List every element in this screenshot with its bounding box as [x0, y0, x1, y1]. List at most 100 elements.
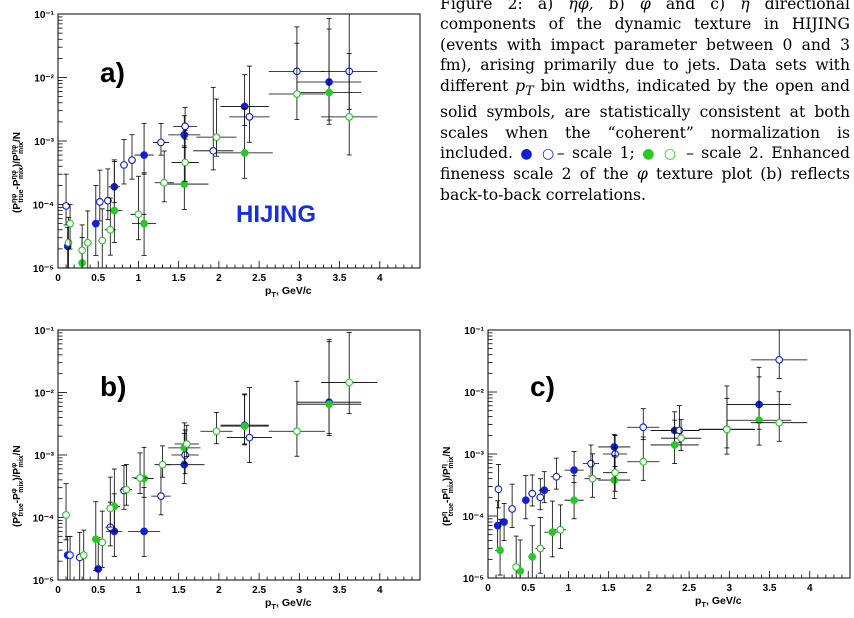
data-point [140, 527, 148, 536]
x-axis-title: pT, GeV/c [265, 285, 312, 299]
data-point [536, 493, 545, 502]
data-point [209, 146, 218, 155]
data-point [528, 552, 537, 561]
data-point [245, 433, 254, 442]
y-axis-title-part: /N [442, 447, 453, 457]
data-point [500, 518, 508, 526]
caption-phi: φ [636, 165, 648, 184]
x-axis-title-rest: , GeV/c [276, 285, 312, 297]
data-point [78, 246, 86, 255]
data-point [677, 434, 685, 443]
y-tick-label: 10⁻³ [34, 451, 54, 462]
data-point [528, 489, 537, 498]
data-point [775, 418, 784, 427]
data-point [157, 138, 165, 147]
data-point [494, 485, 503, 494]
y-axis-title-part: ηφ [11, 194, 18, 203]
y-tick-label: 10⁻¹ [34, 10, 54, 21]
data-point [536, 544, 545, 553]
caption-part-c-label: and c) [650, 0, 741, 13]
chart-panel-c: 0 0.5 1 1.5 2 2.5 3 3.5 4 10⁻⁵ 10⁻⁴ 10⁻³ 10⁻² 10⁻¹ pT,… [430, 314, 854, 618]
caption-part-c-symbol: η [740, 0, 750, 13]
data-point [140, 151, 148, 159]
data-point [180, 130, 189, 139]
panel-label: b) [100, 371, 126, 402]
data-point [610, 476, 619, 484]
data-point [775, 356, 784, 364]
caption-part-b-label: b) [593, 0, 640, 13]
y-axis-title: (Pηφtrue-Pηφmix)/Pηφmix/N [11, 132, 25, 213]
data-point [134, 210, 143, 219]
data-point [79, 551, 88, 559]
caption-pt: p [515, 76, 526, 95]
x-tick-label: 3.5 [333, 273, 347, 284]
data-point [62, 511, 70, 519]
data-point [540, 486, 549, 495]
y-tick-label: 10⁻¹ [464, 326, 484, 337]
y-tick-label: 10⁻⁵ [33, 264, 54, 275]
x-tick-label: 3 [727, 583, 733, 594]
data-point [180, 180, 189, 188]
x-tick-label: 1.5 [172, 273, 186, 284]
y-axis-title-part: φ [11, 463, 18, 468]
caption-scale1-text: – scale 1; [556, 143, 643, 162]
plot-frame [487, 329, 851, 579]
data-point [106, 504, 115, 513]
data-point [508, 505, 516, 513]
data-point [240, 422, 249, 430]
data-point [611, 468, 619, 477]
data-point [610, 443, 619, 451]
data-point [104, 196, 112, 205]
x-tick-label: 0 [55, 585, 61, 596]
data-point [66, 219, 74, 228]
x-tick-label: 2 [216, 585, 222, 596]
data-point [552, 472, 561, 481]
data-point [293, 90, 301, 98]
data-point [639, 457, 648, 466]
y-axis-title-part: mix [448, 456, 455, 468]
data-point [293, 427, 301, 436]
data-point [120, 161, 128, 169]
series-blue-open [66, 387, 272, 580]
y-axis-title-part: -P [12, 179, 23, 189]
x-tick-label: 1.5 [602, 583, 616, 594]
data-point [110, 206, 119, 215]
x-axis-title-p: p [265, 597, 271, 609]
x-tick-label: 4 [377, 585, 383, 596]
caption-scale1-symbol: ● ○ [520, 145, 557, 162]
x-axis-title: pT, GeV/c [265, 597, 312, 611]
data-point [723, 425, 731, 434]
caption-lead: Figure 2: a) [440, 0, 569, 13]
chart-panel-b: 0 0.5 1 1.5 2 2.5 3 3.5 4 10⁻⁵ 10⁻⁴ 10⁻³ 10⁻² 10⁻¹ pT,… [0, 314, 430, 618]
data-point [181, 122, 189, 131]
data-point [122, 485, 131, 494]
y-axis-title-part: φ [11, 488, 18, 493]
y-axis-title-part: η [441, 512, 448, 516]
x-tick-label: 0 [55, 273, 61, 284]
y-tick-label: 10⁻¹ [34, 326, 54, 337]
y-axis-title-part: /N [12, 132, 23, 142]
y-axis-title-part: )/P [442, 468, 453, 481]
x-tick-label: 1.5 [172, 585, 186, 596]
chart-b-svg: 0 0.5 1 1.5 2 2.5 3 3.5 4 10⁻⁵ 10⁻⁴ 10⁻³ 10⁻² 10⁻¹ pT,… [11, 326, 421, 611]
series-blue-open [494, 329, 808, 528]
y-axis-title-part: η [441, 464, 448, 468]
chart-c-svg: 0 0.5 1 1.5 2 2.5 3 3.5 4 10⁻⁵ 10⁻⁴ 10⁻³ 10⁻² 10⁻¹ pT,… [441, 326, 851, 609]
data-point [128, 156, 136, 164]
y-axis-title-part: true [448, 503, 455, 516]
y-axis-title-part: -P [12, 493, 23, 503]
figure-caption: Figure 2: a) ηφ, b) φ and c) η direction… [440, 0, 850, 205]
data-point [240, 149, 249, 157]
x-tick-label: 0.5 [91, 585, 105, 596]
y-axis-title-part: (P [442, 516, 453, 526]
data-point [106, 225, 115, 234]
data-point [182, 440, 191, 448]
caption-scale2-text: – scale 2. Enhanced fineness scale 2 of … [440, 143, 850, 184]
chart-a-svg: 0 0.5 1 1.5 2 2.5 3 3.5 4 10⁻⁵ 10⁻⁴ 10⁻³ 10⁻² 10⁻¹ pT,… [11, 10, 421, 299]
y-axis-title-part: η [441, 489, 448, 493]
y-axis-title-part: true [18, 503, 25, 516]
caption-body: directional components of the dynamic te… [440, 0, 850, 95]
x-tick-label: 0.5 [91, 273, 105, 284]
x-axis-title-p: p [695, 595, 701, 607]
y-axis-title-part: (P [12, 203, 23, 213]
